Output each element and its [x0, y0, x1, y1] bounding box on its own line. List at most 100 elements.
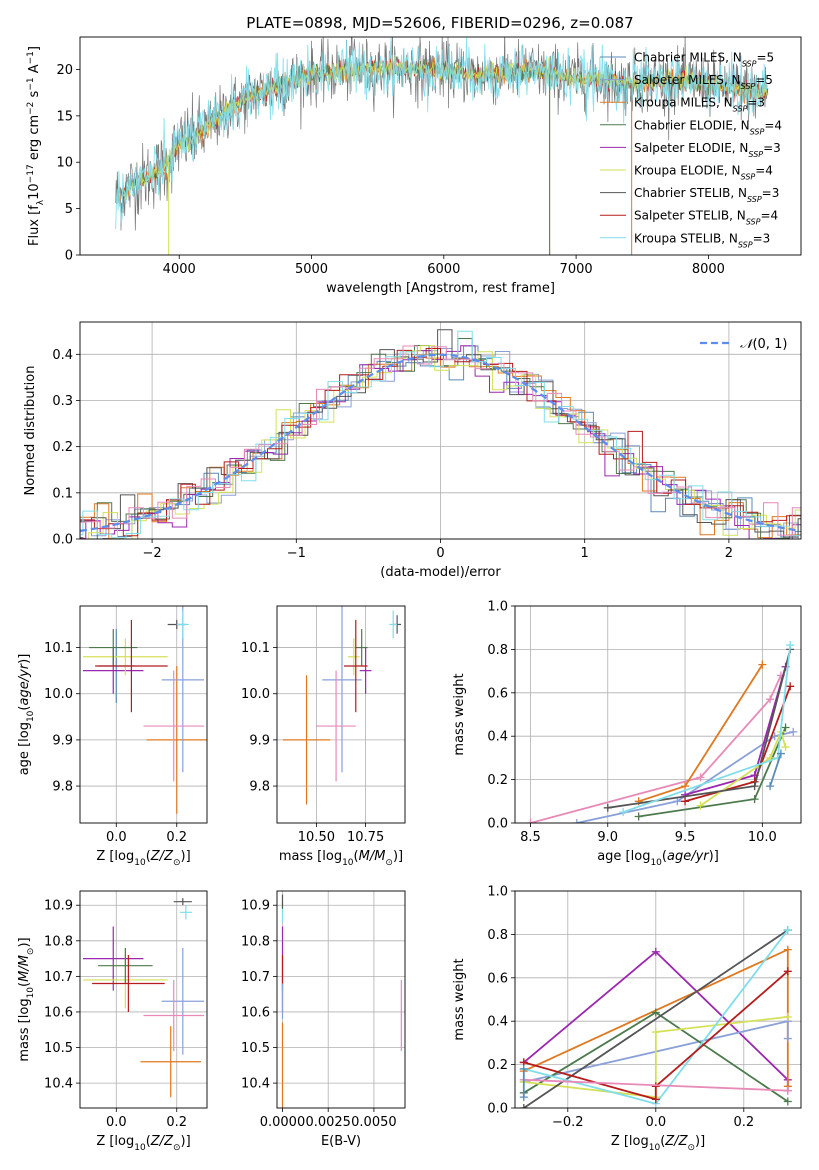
x-tick-label: 10.75 — [347, 830, 384, 845]
plot-area — [281, 894, 402, 1108]
weight-series-salpeter-stelib — [519, 967, 792, 1104]
x-tick-label: 0.2 — [166, 830, 187, 845]
weight-series-kroupa-stelib — [619, 641, 795, 817]
y-tick-label: 10.8 — [44, 934, 73, 949]
x-tick-label: 0.0000 — [260, 1115, 306, 1130]
x-tick-label: −2 — [143, 546, 162, 561]
x-tick-label: −1 — [287, 546, 306, 561]
plot-area — [526, 641, 798, 823]
weight-series-chabrier-elodie — [634, 723, 790, 821]
y-tick-label: 10.6 — [241, 1005, 270, 1020]
weight-marker — [651, 1028, 660, 1037]
errorbar-point-chabrier-elodie — [98, 947, 153, 984]
y-tick-label: 5 — [65, 202, 73, 217]
weight-marker — [696, 773, 705, 782]
legend-label: 𝒩(0, 1) — [740, 337, 787, 352]
weight-marker — [783, 967, 792, 976]
x-tick-label: 8.5 — [520, 830, 541, 845]
y-tick-label: 10.1 — [44, 641, 73, 656]
legend-label: Chabrier STELIB, NSSP=3 — [634, 186, 779, 204]
normal-distribution-curve — [80, 353, 799, 532]
histogram-chabrier-miles — [80, 345, 801, 539]
weight-marker — [789, 727, 798, 736]
x-axis-label: Z [log10(Z/Z⊙)] — [611, 1134, 705, 1153]
y-tick-label: 20 — [56, 63, 73, 78]
y-tick-label: 10.7 — [241, 970, 270, 985]
errorbar-point-pink — [143, 979, 204, 1052]
y-tick-label: 0 — [65, 249, 73, 264]
x-axis-label: (data-model)/error — [380, 565, 501, 580]
plot-weight-vs-age: 8.5 9.0 9.5 10.0 0.0 0.2 0.4 0.6 0.8 1.0 age [log1… — [452, 600, 802, 868]
weight-marker — [766, 782, 775, 791]
x-axis-label: Z [log10(Z/Z⊙)] — [96, 1134, 190, 1153]
x-tick-label: 2 — [725, 546, 733, 561]
weight-marker — [750, 782, 759, 791]
weight-marker — [781, 723, 790, 732]
weight-line — [699, 729, 787, 807]
x-tick-label: 5000 — [295, 262, 328, 277]
x-axis-label: wavelength [Angstrom, rest frame] — [326, 281, 555, 296]
weight-marker — [783, 1086, 792, 1095]
y-axis-label: age [log10(age/yr)] — [17, 654, 36, 776]
axes-frame — [276, 605, 406, 824]
plot-area — [519, 926, 792, 1108]
errorbar-point-kroupa-stelib — [389, 610, 398, 639]
weight-marker — [783, 926, 792, 935]
weight-line — [523, 970, 789, 1101]
y-tick-label: 0.4 — [487, 1015, 508, 1030]
errorbar-point-kroupa-miles — [140, 1026, 201, 1098]
x-tick-label: 9.5 — [675, 830, 696, 845]
y-tick-label: 10.5 — [241, 1041, 270, 1056]
x-tick-label: 10.50 — [298, 830, 335, 845]
y-tick-label: 0.1 — [52, 486, 73, 501]
weight-marker — [651, 1095, 660, 1104]
axes-frame — [79, 605, 208, 824]
weight-marker — [750, 795, 759, 804]
y-tick-label: 10.1 — [241, 641, 270, 656]
axes-frame — [514, 890, 802, 1109]
weight-marker — [603, 803, 612, 812]
y-tick-label: 10.0 — [241, 687, 270, 702]
y-tick-label: 0.4 — [52, 348, 73, 363]
legend-label: Kroupa STELIB, NSSP=3 — [634, 231, 770, 249]
errorbar-point-kroupa-stelib — [179, 905, 192, 920]
x-tick-label: −0.2 — [552, 1115, 584, 1130]
weight-series-kroupa-miles — [634, 660, 767, 806]
errorbar-point-pink — [316, 670, 356, 782]
weight-marker — [572, 819, 581, 823]
errorbar-point-salpeter-elodie — [83, 926, 144, 991]
y-tick-label: 10.5 — [44, 1041, 73, 1056]
weight-series-salpeter-stelib — [681, 682, 795, 806]
y-tick-label: 0.2 — [487, 1058, 508, 1073]
legend-label: Kroupa MILES, NSSP=3 — [634, 96, 765, 114]
weight-series-chabrier-miles — [766, 749, 785, 791]
weight-marker — [519, 1104, 528, 1108]
weight-line — [607, 649, 792, 809]
y-tick-label: 0.2 — [487, 773, 508, 788]
weight-marker — [783, 945, 792, 954]
y-axis-label: mass weight — [452, 673, 467, 755]
weight-marker — [651, 1082, 660, 1091]
weight-marker — [783, 1012, 792, 1021]
weight-marker — [681, 797, 690, 806]
errorbar-point-salpeter-elodie — [359, 647, 372, 694]
x-tick-label: 0.0 — [645, 1115, 666, 1130]
y-tick-label: 0.0 — [487, 1102, 508, 1117]
errorbar-point-kroupa-elodie — [83, 638, 168, 676]
x-axis-label: Z [log10(Z/Z⊙)] — [96, 849, 190, 868]
axes-frame — [79, 36, 802, 256]
x-tick-label: 0.0025 — [305, 1115, 351, 1130]
errorbar-point-salpeter-miles — [322, 606, 362, 773]
plot-area — [83, 606, 207, 814]
y-tick-label: 0.8 — [487, 928, 508, 943]
weight-marker — [519, 1064, 528, 1073]
x-tick-label: 0.0 — [106, 1115, 127, 1130]
y-axis-label: mass [log10(M/M⊙)] — [17, 937, 36, 1061]
y-tick-label: 15 — [56, 109, 73, 124]
x-tick-label: 1 — [581, 546, 589, 561]
y-tick-label: 0.2 — [52, 440, 73, 455]
weight-marker — [634, 812, 643, 821]
x-tick-label: 7000 — [560, 262, 593, 277]
y-tick-label: 10 — [56, 156, 73, 171]
